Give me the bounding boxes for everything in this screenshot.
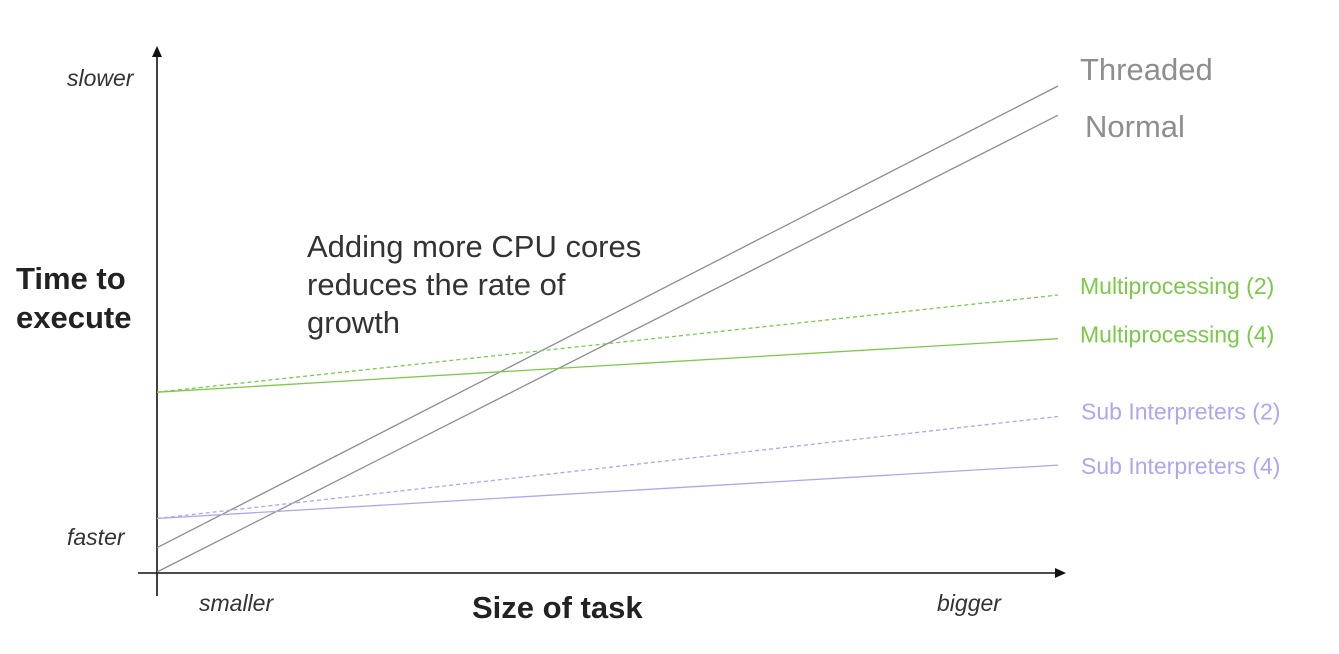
x-tick-label-max: bigger: [937, 590, 1002, 616]
series-label-sub-interpreters-2: Sub Interpreters (2): [1081, 399, 1280, 425]
annotation-line-3: growth: [307, 305, 400, 340]
annotation-line-1: Adding more CPU cores: [307, 229, 641, 264]
series-label-normal: Normal: [1085, 109, 1185, 144]
x-tick-label-min: smaller: [199, 590, 274, 616]
y-axis-title-line-2: execute: [16, 300, 131, 335]
series-line-sub-interpreters-4: [156, 464, 1059, 520]
y-tick-label-min: faster: [67, 524, 126, 550]
series-label-sub-interpreters-4: Sub Interpreters (4): [1081, 453, 1280, 479]
series-layer: Threaded Normal Multiprocessing (2) Multipr…: [156, 52, 1280, 573]
series-label-multiprocessing-4: Multiprocessing (4): [1080, 322, 1274, 348]
series-line-sub-interpreters-2: [156, 415, 1059, 520]
y-tick-label-max: slower: [67, 65, 135, 91]
series-line-normal: [156, 114, 1059, 573]
series-label-multiprocessing-2: Multiprocessing (2): [1080, 273, 1274, 299]
series-line-multiprocessing-4: [156, 338, 1059, 393]
y-axis-title-line-1: Time to: [16, 261, 126, 296]
series-label-threaded: Threaded: [1080, 52, 1213, 87]
x-axis-arrow: [1055, 568, 1066, 578]
x-axis-title: Size of task: [472, 590, 643, 625]
annotation-line-2: reduces the rate of: [307, 267, 566, 302]
series-line-threaded: [156, 85, 1059, 549]
y-axis-arrow: [152, 46, 162, 57]
